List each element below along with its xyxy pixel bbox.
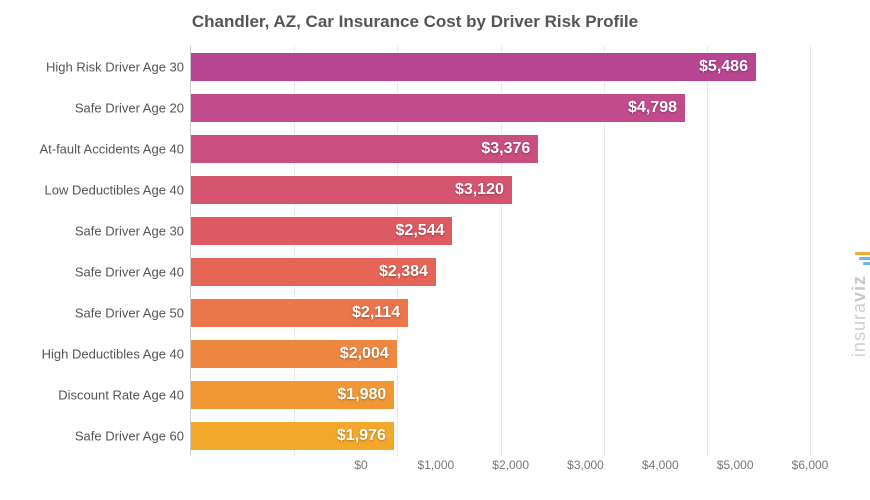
- plot-area: High Risk Driver Age 30 Safe Driver Age 2…: [20, 46, 810, 456]
- x-tick-label: $6,000: [792, 458, 829, 472]
- y-category-label: Safe Driver Age 20: [75, 100, 184, 115]
- watermark-text-left: insura: [849, 302, 869, 357]
- y-axis-labels: High Risk Driver Age 30 Safe Driver Age 2…: [20, 46, 190, 456]
- chart-container: Chandler, AZ, Car Insurance Cost by Driv…: [0, 0, 870, 500]
- bar-value-label: $3,120: [455, 181, 504, 199]
- x-tick-label: $2,000: [492, 458, 529, 472]
- watermark-bars-icon: [850, 250, 870, 265]
- bar-value-label: $3,376: [481, 140, 530, 158]
- y-category-label: Safe Driver Age 60: [75, 428, 184, 443]
- bar: $2,114: [191, 298, 409, 328]
- bar-value-label: $1,976: [337, 427, 386, 445]
- bar-value-label: $2,544: [396, 222, 445, 240]
- bar-value-label: $5,486: [699, 58, 748, 76]
- chart-title: Chandler, AZ, Car Insurance Cost by Driv…: [20, 12, 810, 32]
- bar: $5,486: [191, 52, 757, 82]
- bar: $2,004: [191, 339, 398, 369]
- x-tick-label: $3,000: [567, 458, 604, 472]
- watermark-logo: insuraviz: [849, 250, 870, 357]
- grid-line: [810, 46, 811, 456]
- bar-value-label: $1,980: [337, 386, 386, 404]
- y-category-label: High Deductibles Age 40: [42, 346, 184, 361]
- x-axis: $0$1,000$2,000$3,000$4,000$5,000$6,000: [361, 458, 810, 478]
- bar-value-label: $2,384: [379, 263, 428, 281]
- bar-value-label: $2,114: [352, 304, 400, 322]
- bar: $1,976: [191, 421, 395, 451]
- bar: $1,980: [191, 380, 395, 410]
- y-category-label: High Risk Driver Age 30: [46, 59, 184, 74]
- x-tick-label: $0: [354, 458, 367, 472]
- y-category-label: Low Deductibles Age 40: [45, 182, 184, 197]
- y-category-label: At-fault Accidents Age 40: [39, 141, 184, 156]
- x-tick-label: $1,000: [417, 458, 454, 472]
- y-category-label: Safe Driver Age 50: [75, 305, 184, 320]
- y-category-label: Discount Rate Age 40: [58, 387, 184, 402]
- watermark-text-right: viz: [849, 275, 869, 302]
- bar-value-label: $4,798: [628, 99, 677, 117]
- bar: $2,384: [191, 257, 437, 287]
- bar: $4,798: [191, 93, 686, 123]
- grid-line: [707, 46, 708, 456]
- bar: $3,376: [191, 134, 539, 164]
- bar: $3,120: [191, 175, 513, 205]
- x-tick-label: $5,000: [717, 458, 754, 472]
- bar-value-label: $2,004: [340, 345, 389, 363]
- bar: $2,544: [191, 216, 453, 246]
- y-category-label: Safe Driver Age 30: [75, 223, 184, 238]
- bars-area: $0$1,000$2,000$3,000$4,000$5,000$6,000 $…: [190, 46, 810, 456]
- y-category-label: Safe Driver Age 40: [75, 264, 184, 279]
- x-tick-label: $4,000: [642, 458, 679, 472]
